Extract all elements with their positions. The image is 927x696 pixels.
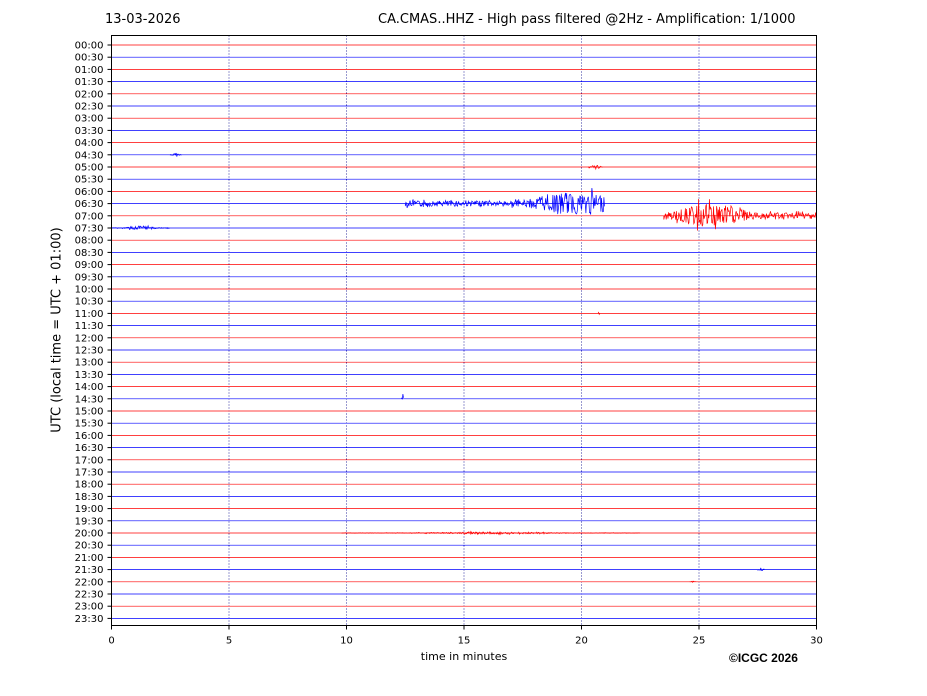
y-tick-label: 15:30	[75, 419, 104, 430]
y-tick-label: 18:30	[75, 492, 104, 503]
y-tick-label: 02:00	[75, 89, 104, 100]
y-tick-label: 13:00	[75, 358, 104, 369]
y-tick-label: 01:30	[75, 77, 104, 88]
y-tick-label: 16:30	[75, 443, 104, 454]
y-tick-label: 16:00	[75, 431, 104, 442]
seismic-event	[341, 530, 641, 536]
seismic-events	[111, 152, 817, 584]
date-label: 13-03-2026	[105, 12, 181, 27]
y-tick-label: 23:00	[75, 602, 104, 613]
x-tick-label: 20	[575, 636, 588, 647]
y-tick-label: 21:30	[75, 565, 104, 576]
y-tick-label: 17:30	[75, 468, 104, 479]
y-tick-label: 03:00	[75, 114, 104, 125]
y-tick-label: 05:00	[75, 163, 104, 174]
y-tick-label: 21:00	[75, 553, 104, 564]
x-tick-label: 30	[810, 636, 823, 647]
y-tick-label: 10:30	[75, 297, 104, 308]
seismic-event	[169, 152, 182, 157]
seismic-event	[597, 311, 601, 316]
seismic-event	[757, 567, 765, 571]
seismic-event	[111, 224, 170, 231]
y-tick-label: 00:30	[75, 53, 104, 64]
x-tick-label: 5	[226, 636, 232, 647]
x-tick-label: 10	[340, 636, 353, 647]
y-tick-label: 11:30	[75, 321, 104, 332]
y-tick-label: 09:30	[75, 272, 104, 283]
y-tick-label: 00:00	[75, 41, 104, 52]
y-tick-label: 17:00	[75, 455, 104, 466]
x-tick-label: 0	[108, 636, 114, 647]
y-tick-label: 14:00	[75, 382, 104, 393]
y-tick-label: 03:30	[75, 126, 104, 137]
vertical-grid	[228, 35, 700, 626]
trace-rows	[111, 44, 817, 619]
copyright-label: ©ICGC 2026	[729, 651, 798, 665]
seismic-event	[588, 164, 603, 171]
y-tick-label: 08:00	[75, 236, 104, 247]
y-tick-label: 12:00	[75, 333, 104, 344]
seismic-event	[689, 580, 697, 584]
y-tick-label: 04:00	[75, 138, 104, 149]
y-tick-label: 22:30	[75, 590, 104, 601]
y-tick-label: 08:30	[75, 248, 104, 259]
y-tick-label: 22:00	[75, 577, 104, 588]
y-tick-label: 19:00	[75, 504, 104, 515]
x-tick-label: 25	[693, 636, 706, 647]
y-tick-label: 06:30	[75, 199, 104, 210]
x-axis-label: time in minutes	[420, 650, 508, 663]
y-tick-label: 15:00	[75, 407, 104, 418]
y-tick-label: 05:30	[75, 175, 104, 186]
y-tick-label: 04:30	[75, 150, 104, 161]
y-tick-label: 09:00	[75, 260, 104, 271]
chart-title: CA.CMAS..HHZ - High pass filtered @2Hz -…	[378, 12, 796, 27]
y-tick-label: 20:30	[75, 541, 104, 552]
y-tick-label: 11:00	[75, 309, 104, 320]
y-tick-label: 13:30	[75, 370, 104, 381]
y-tick-label: 10:00	[75, 285, 104, 296]
y-tick-label: 20:00	[75, 529, 104, 540]
seismic-event	[663, 198, 817, 231]
x-axis-ticks: 0 5 10 15 20 25 30	[108, 625, 823, 647]
y-tick-label: 07:30	[75, 224, 104, 235]
seismic-event	[401, 394, 404, 400]
y-tick-label: 14:30	[75, 394, 104, 405]
y-tick-label: 01:00	[75, 65, 104, 76]
y-tick-label: 23:30	[75, 614, 104, 625]
x-tick-label: 15	[458, 636, 471, 647]
y-tick-label: 19:30	[75, 516, 104, 527]
y-tick-label: 18:00	[75, 480, 104, 491]
y-tick-label: 06:00	[75, 187, 104, 198]
y-tick-label: 12:30	[75, 346, 104, 357]
y-tick-label: 02:30	[75, 102, 104, 113]
seismic-event	[404, 187, 605, 215]
y-tick-label: 07:00	[75, 211, 104, 222]
